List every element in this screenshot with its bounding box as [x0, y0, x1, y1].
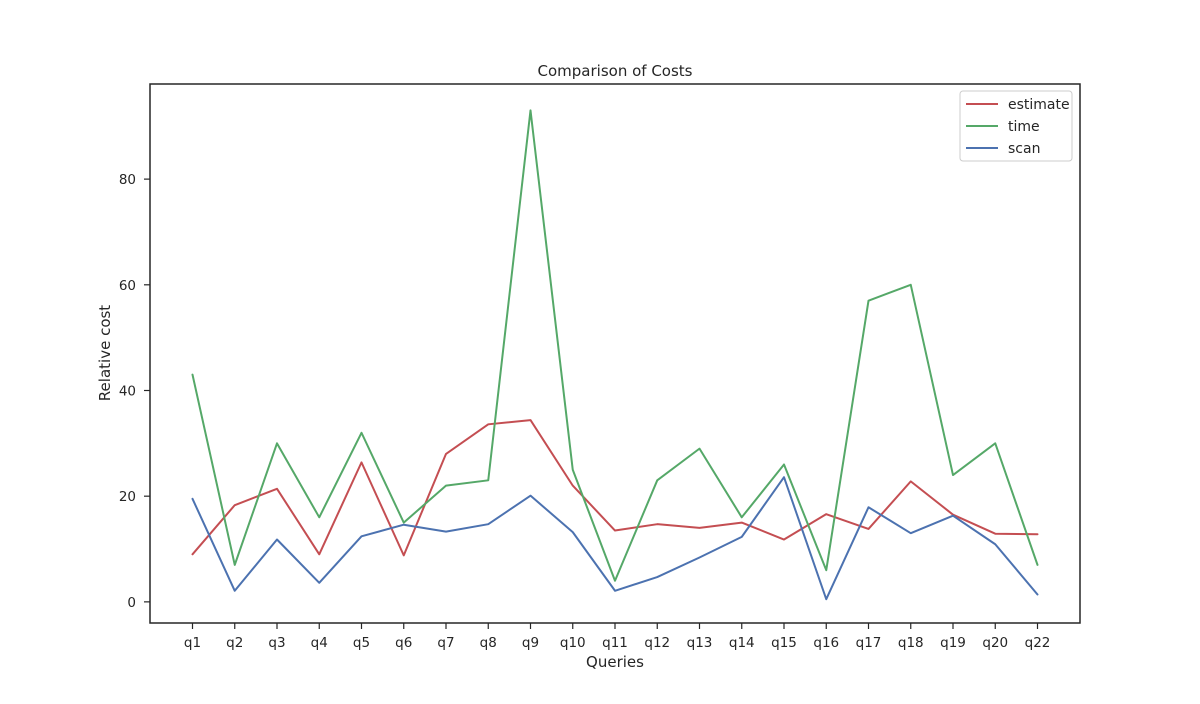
legend-box	[959, 90, 1073, 162]
x-tick-label: q11	[602, 635, 628, 651]
series-line-time	[191, 109, 1039, 582]
x-tick-label: q15	[771, 635, 797, 651]
series-line-scan	[191, 476, 1039, 601]
x-axis-label: Queries	[586, 653, 644, 671]
x-tick-label: q19	[940, 635, 966, 651]
series-line-estimate	[191, 419, 1039, 557]
y-tick-label: 0	[127, 595, 136, 611]
x-tick-label: q16	[813, 635, 839, 651]
x-tick-label: q17	[856, 635, 882, 651]
x-tick-label: q18	[898, 635, 924, 651]
x-tick-label: q20	[982, 635, 1008, 651]
x-tick-label: q6	[395, 635, 412, 651]
x-tick-label: q1	[184, 635, 201, 651]
x-tick-label: q3	[268, 635, 285, 651]
x-tick-label: q5	[353, 635, 370, 651]
y-tick-label: 60	[119, 278, 136, 294]
x-tick-label: q4	[311, 635, 328, 651]
legend-label-time: time	[1008, 119, 1040, 135]
legend-label-scan: scan	[1008, 141, 1040, 157]
x-tick-label: q13	[687, 635, 713, 651]
x-tick-label: q8	[480, 635, 497, 651]
plot-frame	[149, 83, 1081, 624]
x-tick-label: q22	[1025, 635, 1051, 651]
legend: estimate time scan	[959, 90, 1073, 162]
y-tick-label: 80	[119, 172, 136, 188]
y-axis-label: Relative cost	[96, 305, 114, 401]
y-tick-label: 40	[119, 383, 136, 399]
x-tick-label: q14	[729, 635, 755, 651]
chart-title: Comparison of Costs	[538, 62, 693, 80]
x-tick-label: q7	[437, 635, 454, 651]
x-tick-label: q10	[560, 635, 586, 651]
x-tick-label: q9	[522, 635, 539, 651]
x-axis: q1 q2 q3 q4 q5 q6 q7 q8 q9 q10 q11 q12 q13 q14 q15 q16 q…	[184, 623, 1050, 651]
y-tick-label: 20	[119, 489, 136, 505]
x-tick-label: q12	[644, 635, 670, 651]
x-tick-label: q2	[226, 635, 243, 651]
legend-label-estimate: estimate	[1008, 97, 1070, 113]
y-axis: 0 20 40 60 80	[119, 172, 150, 611]
series-layer	[191, 109, 1039, 601]
